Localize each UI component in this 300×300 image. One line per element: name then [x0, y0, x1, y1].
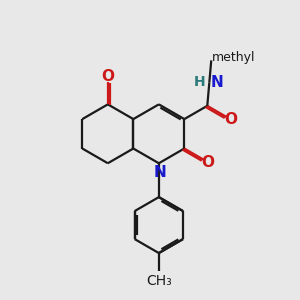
Text: O: O	[224, 112, 238, 127]
Text: H: H	[194, 75, 206, 89]
Text: N: N	[154, 165, 167, 180]
Text: methyl: methyl	[212, 51, 255, 64]
Text: O: O	[101, 70, 114, 85]
Text: O: O	[202, 155, 214, 170]
Text: N: N	[211, 75, 224, 90]
Text: CH₃: CH₃	[146, 274, 172, 288]
